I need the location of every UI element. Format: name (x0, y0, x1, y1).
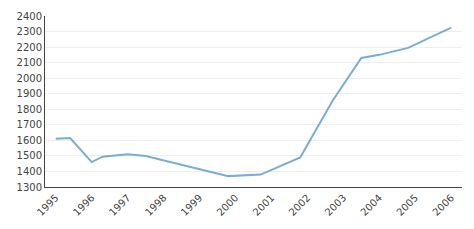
svg-text:1400: 1400 (17, 166, 42, 177)
svg-text:2100: 2100 (17, 57, 42, 68)
svg-text:1300: 1300 (17, 182, 42, 193)
svg-text:2004: 2004 (358, 192, 384, 218)
svg-text:1995: 1995 (35, 192, 61, 218)
svg-text:2006: 2006 (430, 192, 456, 218)
svg-text:2005: 2005 (394, 192, 420, 218)
svg-text:1800: 1800 (17, 104, 42, 115)
svg-text:1500: 1500 (17, 150, 42, 161)
svg-text:2001: 2001 (251, 192, 277, 218)
svg-text:2200: 2200 (17, 42, 42, 53)
svg-text:2000: 2000 (215, 192, 241, 218)
svg-text:1600: 1600 (17, 135, 42, 146)
svg-text:1900: 1900 (17, 88, 42, 99)
svg-text:2002: 2002 (287, 192, 313, 218)
svg-text:2000: 2000 (17, 73, 42, 84)
svg-text:2400: 2400 (17, 11, 42, 22)
svg-text:1700: 1700 (17, 119, 42, 130)
svg-text:1998: 1998 (143, 192, 169, 218)
svg-text:2300: 2300 (17, 26, 42, 37)
svg-text:1997: 1997 (107, 192, 133, 218)
svg-text:1996: 1996 (71, 192, 97, 218)
svg-text:2003: 2003 (323, 192, 349, 218)
svg-text:1999: 1999 (179, 192, 205, 218)
